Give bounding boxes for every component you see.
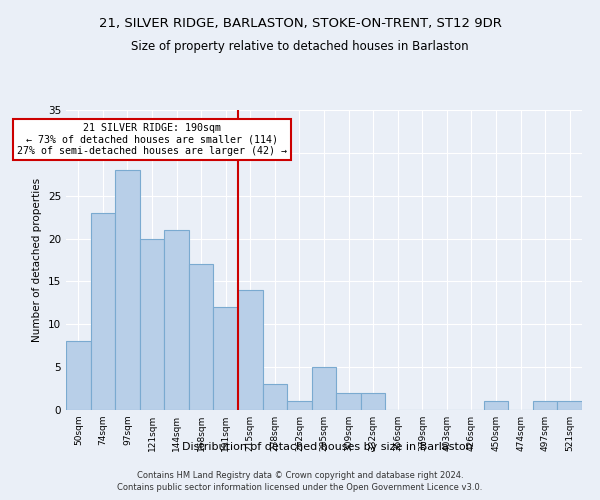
Bar [484,402,508,410]
Y-axis label: Number of detached properties: Number of detached properties [32,178,43,342]
Bar [140,238,164,410]
Bar [115,170,140,410]
Bar [557,402,582,410]
Text: 21 SILVER RIDGE: 190sqm
← 73% of detached houses are smaller (114)
27% of semi-d: 21 SILVER RIDGE: 190sqm ← 73% of detache… [17,123,287,156]
Text: Size of property relative to detached houses in Barlaston: Size of property relative to detached ho… [131,40,469,53]
Bar [336,393,361,410]
Bar [189,264,214,410]
Text: 21, SILVER RIDGE, BARLASTON, STOKE-ON-TRENT, ST12 9DR: 21, SILVER RIDGE, BARLASTON, STOKE-ON-TR… [98,18,502,30]
Text: Contains HM Land Registry data © Crown copyright and database right 2024.: Contains HM Land Registry data © Crown c… [137,472,463,480]
Bar [238,290,263,410]
Text: Contains public sector information licensed under the Open Government Licence v3: Contains public sector information licen… [118,483,482,492]
Bar [263,384,287,410]
Bar [533,402,557,410]
Bar [66,342,91,410]
Text: Distribution of detached houses by size in Barlaston: Distribution of detached houses by size … [182,442,472,452]
Bar [91,213,115,410]
Bar [164,230,189,410]
Bar [312,367,336,410]
Bar [361,393,385,410]
Bar [287,402,312,410]
Bar [214,307,238,410]
